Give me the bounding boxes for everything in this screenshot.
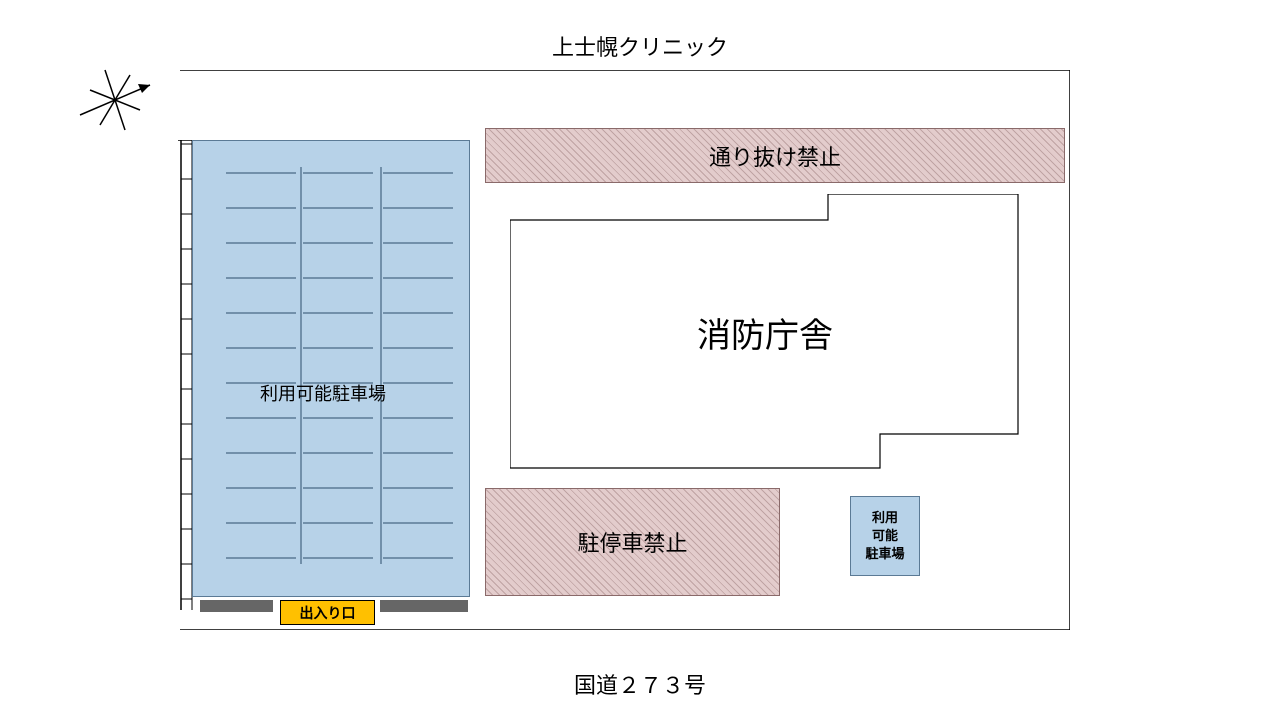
parking-lines: [193, 141, 471, 598]
south-road-label: 国道２７３号: [0, 668, 1280, 700]
parking-main-label: 利用可能駐車場: [260, 380, 386, 406]
no-through-zone: 通り抜け禁止: [485, 128, 1065, 183]
site-plan: 上士幌クリニック 利用可能駐車場 出入り口 通り抜け禁止: [0, 0, 1280, 720]
no-parking-zone: 駐停車禁止: [485, 488, 780, 596]
north-neighbor-label: 上士幌クリニック: [0, 30, 1280, 62]
no-parking-text: 駐停車禁止: [577, 526, 687, 558]
parking-small-label: 利用可能駐車場: [865, 509, 904, 564]
fire-station-building: [510, 194, 1020, 470]
no-through-text: 通り抜け禁止: [709, 140, 841, 172]
parking-small: 利用可能駐車場: [850, 496, 920, 576]
base-strip-left: [200, 600, 273, 612]
base-strip-right: [380, 600, 468, 612]
entrance-label: 出入り口: [280, 600, 375, 625]
compass-icon: [70, 60, 160, 140]
parking-main: [192, 140, 470, 597]
